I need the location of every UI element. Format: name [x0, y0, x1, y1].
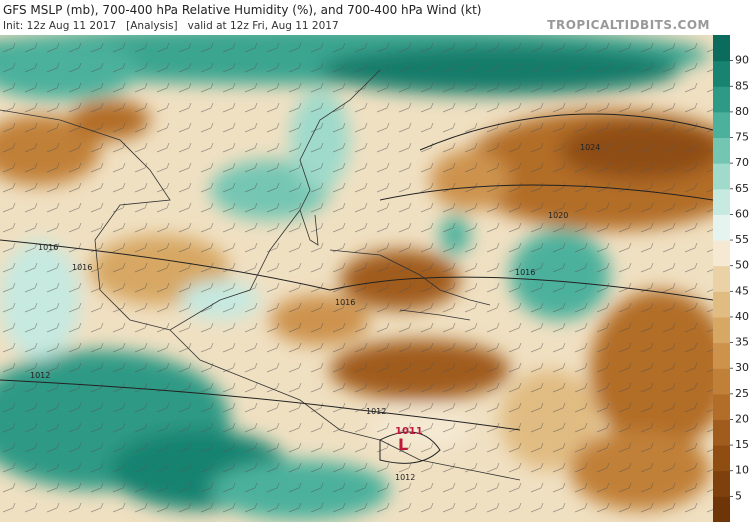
colorbar-band [713, 86, 730, 113]
colorbar-label: 80 [735, 105, 749, 118]
colorbar-label: 35 [735, 336, 749, 349]
isobar-label: 1012 [395, 473, 415, 482]
colorbar-label: 85 [735, 79, 749, 92]
colorbar-label: 65 [735, 182, 749, 195]
colorbar-band [713, 60, 730, 87]
colorbar-band [713, 35, 730, 62]
colorbar-band [713, 163, 730, 190]
isobar-label: 1016 [515, 268, 535, 277]
isobar-label: 1012 [30, 371, 50, 380]
colorbar: 5 10 15 20 25 30 35 40 45 50 55 60 65 70 75 80 85 90 [713, 35, 749, 522]
isobar-label: 1016 [38, 243, 58, 252]
colorbar-band [713, 445, 730, 472]
low-pressure: 1011 [395, 426, 423, 437]
colorbar-label: 20 [735, 412, 749, 425]
colorbar-label: 55 [735, 233, 749, 246]
colorbar-band [713, 214, 730, 241]
colorbar-label: 90 [735, 54, 749, 67]
colorbar-label: 50 [735, 259, 749, 272]
colorbar-label: 40 [735, 310, 749, 323]
colorbar-band [713, 316, 730, 344]
colorbar-band [713, 368, 730, 395]
colorbar-band [713, 496, 730, 522]
colorbar-label: 75 [735, 131, 749, 144]
colorbar-band [713, 265, 730, 292]
colorbar-band [713, 419, 730, 446]
colorbar-label: 30 [735, 361, 749, 374]
isobar-label: 1024 [580, 143, 600, 152]
colorbar-band [713, 137, 730, 164]
colorbar-band [713, 111, 730, 139]
colorbar-band [713, 342, 730, 369]
colorbar-label: 60 [735, 207, 749, 220]
colorbar-band [713, 240, 730, 267]
colorbar-label: 45 [735, 284, 749, 297]
colorbar-label: 70 [735, 156, 749, 169]
isobar-label: 1012 [366, 407, 386, 416]
title: GFS MSLP (mb), 700-400 hPa Relative Humi… [3, 3, 481, 17]
colorbar-label: 10 [735, 464, 749, 477]
colorbar-band [713, 188, 730, 215]
colorbar-band [713, 470, 730, 497]
colorbar-label: 15 [735, 438, 749, 451]
isobar-label: 1016 [72, 263, 92, 272]
init-line: Init: 12z Aug 11 2017 [Analysis] valid a… [3, 20, 339, 32]
colorbar-band [713, 291, 730, 318]
isobar-label: 1016 [335, 298, 355, 307]
colorbar-band [713, 393, 730, 420]
low-symbol: L [398, 435, 408, 454]
isobar-label: 1020 [548, 211, 568, 220]
map [0, 35, 713, 522]
colorbar-label: 25 [735, 387, 749, 400]
source: TROPICALTIDBITS.COM [547, 18, 710, 32]
colorbar-label: 5 [735, 489, 742, 502]
